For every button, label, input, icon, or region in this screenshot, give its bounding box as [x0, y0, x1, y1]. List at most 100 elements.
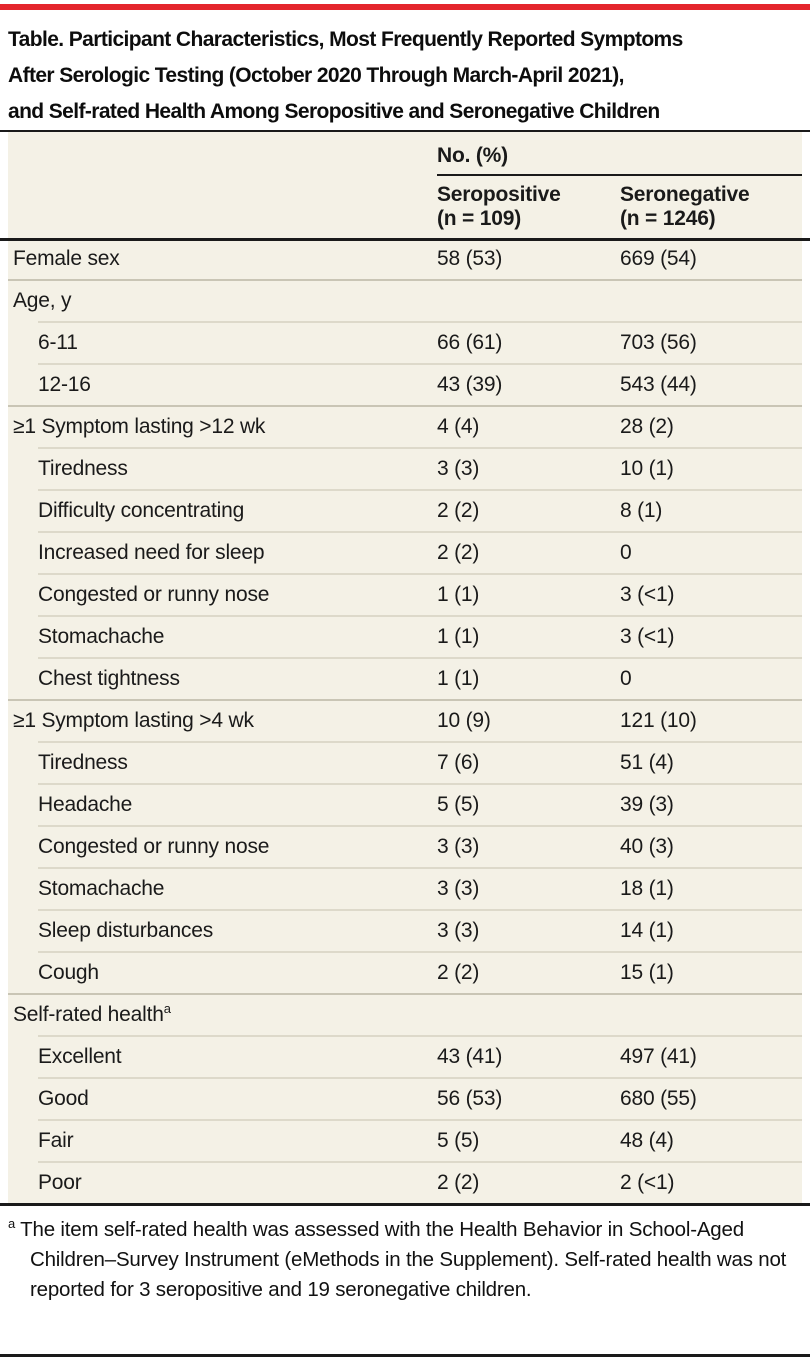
- cell-value: 0: [620, 541, 632, 564]
- table-row: Difficulty concentrating 2 (2) 8 (1): [8, 491, 802, 531]
- cell-value: 2 (2): [437, 961, 480, 984]
- cell-value: 3 (3): [437, 835, 480, 858]
- row-separator: [38, 447, 802, 449]
- cell-value: 3 (<1): [620, 625, 675, 648]
- column-n: (n = 109): [437, 207, 521, 230]
- cell-value: 5 (5): [437, 1129, 480, 1152]
- table-row: Congested or runny nose 3 (3) 40 (3): [8, 827, 802, 867]
- row-separator: [8, 405, 802, 407]
- column-n: (n = 1246): [620, 207, 716, 230]
- row-label: Increased need for sleep: [38, 541, 265, 564]
- cell-value: 2 (2): [437, 1171, 480, 1194]
- cell-value: [620, 281, 802, 321]
- cell-value: 66 (61): [437, 331, 503, 354]
- cell-value: 40 (3): [620, 835, 674, 858]
- table-row: Good 56 (53) 680 (55): [8, 1079, 802, 1119]
- cell-value: 3 (3): [437, 919, 480, 942]
- title-line: and Self-rated Health Among Seropositive…: [8, 100, 660, 123]
- row-separator: [8, 993, 802, 995]
- column-name: Seronegative: [620, 183, 750, 206]
- cell-value: 1 (1): [437, 583, 480, 606]
- cell-value: 3 (<1): [620, 583, 675, 606]
- row-separator: [38, 825, 802, 827]
- cell-value: 3 (3): [437, 457, 480, 480]
- table-row: Fair 5 (5) 48 (4): [8, 1121, 802, 1161]
- footnote-text: The item self-rated health was assessed …: [20, 1218, 787, 1301]
- table-row: ≥1 Symptom lasting >4 wk 10 (9) 121 (10): [8, 701, 802, 741]
- cell-value: 680 (55): [620, 1087, 697, 1110]
- row-separator: [38, 1077, 802, 1079]
- row-label: Female sex: [13, 247, 120, 270]
- cell-value: 10 (1): [620, 457, 674, 480]
- row-separator: [38, 783, 802, 785]
- table-row: 12-16 43 (39) 543 (44): [8, 365, 802, 405]
- table-row: Increased need for sleep 2 (2) 0: [8, 533, 802, 573]
- row-label: Fair: [38, 1129, 74, 1152]
- footnote-marker: a: [8, 1216, 16, 1232]
- cell-value: 56 (53): [437, 1087, 503, 1110]
- cell-value: 18 (1): [620, 877, 674, 900]
- row-separator: [38, 489, 802, 491]
- cell-value: 121 (10): [620, 709, 697, 732]
- row-separator: [38, 1161, 802, 1163]
- row-separator: [38, 867, 802, 869]
- cell-value: 7 (6): [437, 751, 480, 774]
- table-row: 6-11 66 (61) 703 (56): [8, 323, 802, 363]
- row-label: ≥1 Symptom lasting >12 wk: [13, 415, 266, 438]
- column-header-seronegative: Seronegative (n = 1246): [620, 176, 802, 238]
- no-pct-header: No. (%): [437, 132, 802, 176]
- cell-value: 1 (1): [437, 667, 480, 690]
- row-separator: [38, 741, 802, 743]
- page-bottom-rule: [0, 1354, 810, 1357]
- row-label: Poor: [38, 1171, 82, 1194]
- row-label: Cough: [38, 961, 99, 984]
- cell-value: 48 (4): [620, 1129, 674, 1152]
- cell-value: 39 (3): [620, 793, 674, 816]
- table-bottom-rule: [0, 1203, 810, 1206]
- table-row: Tiredness 3 (3) 10 (1): [8, 449, 802, 489]
- row-label: Age, y: [13, 289, 72, 312]
- title-line: After Serologic Testing (October 2020 Th…: [8, 64, 624, 87]
- accent-bar: [0, 4, 810, 10]
- cell-value: 497 (41): [620, 1045, 697, 1068]
- title-line: Table. Participant Characteristics, Most…: [8, 28, 683, 51]
- cell-value: 28 (2): [620, 415, 674, 438]
- table-header: No. (%) Seropositive (n = 109) Seronegat…: [8, 132, 802, 238]
- cell-value: 703 (56): [620, 331, 697, 354]
- column-header-seropositive: Seropositive (n = 109): [437, 176, 620, 238]
- row-separator: [38, 951, 802, 953]
- table-row: Female sex 58 (53) 669 (54): [8, 241, 802, 279]
- row-label: Stomachache: [38, 625, 165, 648]
- table-row: Self-rated healtha: [8, 995, 802, 1035]
- cell-value: [437, 995, 620, 1035]
- footnote: a The item self-rated health was assesse…: [8, 1215, 796, 1305]
- row-separator: [38, 909, 802, 911]
- header-bottom-rule: [0, 238, 810, 241]
- row-label-superscript: a: [163, 1001, 171, 1016]
- cell-value: 669 (54): [620, 247, 697, 270]
- table-row: Chest tightness 1 (1) 0: [8, 659, 802, 699]
- cell-value: 2 (<1): [620, 1171, 675, 1194]
- table-row: Tiredness 7 (6) 51 (4): [8, 743, 802, 783]
- row-separator: [38, 1035, 802, 1037]
- table-row: Cough 2 (2) 15 (1): [8, 953, 802, 993]
- row-separator: [38, 321, 802, 323]
- table-row: Poor 2 (2) 2 (<1): [8, 1163, 802, 1203]
- table-row: Excellent 43 (41) 497 (41): [8, 1037, 802, 1077]
- cell-value: 5 (5): [437, 793, 480, 816]
- table-row: Stomachache 1 (1) 3 (<1): [8, 617, 802, 657]
- table-top-rule: [0, 130, 810, 132]
- table-title: Table. Participant Characteristics, Most…: [8, 22, 802, 130]
- row-separator: [8, 699, 802, 701]
- cell-value: 8 (1): [620, 499, 663, 522]
- row-label: Chest tightness: [38, 667, 180, 690]
- row-label: Congested or runny nose: [38, 583, 270, 606]
- row-label: ≥1 Symptom lasting >4 wk: [13, 709, 254, 732]
- cell-value: 543 (44): [620, 373, 697, 396]
- cell-value: 14 (1): [620, 919, 674, 942]
- header-spacer: [8, 176, 437, 238]
- row-label: Difficulty concentrating: [38, 499, 245, 522]
- cell-value: 1 (1): [437, 625, 480, 648]
- cell-value: 2 (2): [437, 499, 480, 522]
- cell-value: [620, 995, 802, 1035]
